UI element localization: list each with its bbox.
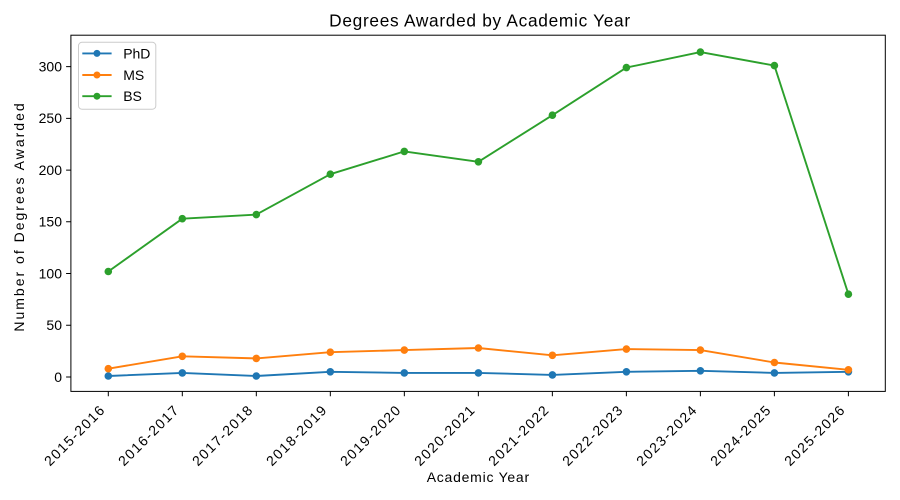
svg-text:50: 50 [46, 317, 62, 333]
svg-text:Academic Year: Academic Year [427, 469, 530, 485]
svg-text:PhD: PhD [123, 45, 150, 61]
svg-text:300: 300 [39, 59, 63, 75]
svg-text:100: 100 [39, 265, 63, 281]
svg-text:250: 250 [39, 110, 63, 126]
svg-text:0: 0 [54, 369, 62, 385]
svg-text:Number of Degrees Awarded: Number of Degrees Awarded [11, 101, 27, 331]
svg-text:200: 200 [39, 162, 63, 178]
svg-text:BS: BS [123, 88, 142, 104]
svg-text:Degrees Awarded by Academic Ye: Degrees Awarded by Academic Year [329, 10, 631, 30]
svg-text:MS: MS [123, 67, 144, 83]
svg-text:150: 150 [39, 214, 63, 230]
